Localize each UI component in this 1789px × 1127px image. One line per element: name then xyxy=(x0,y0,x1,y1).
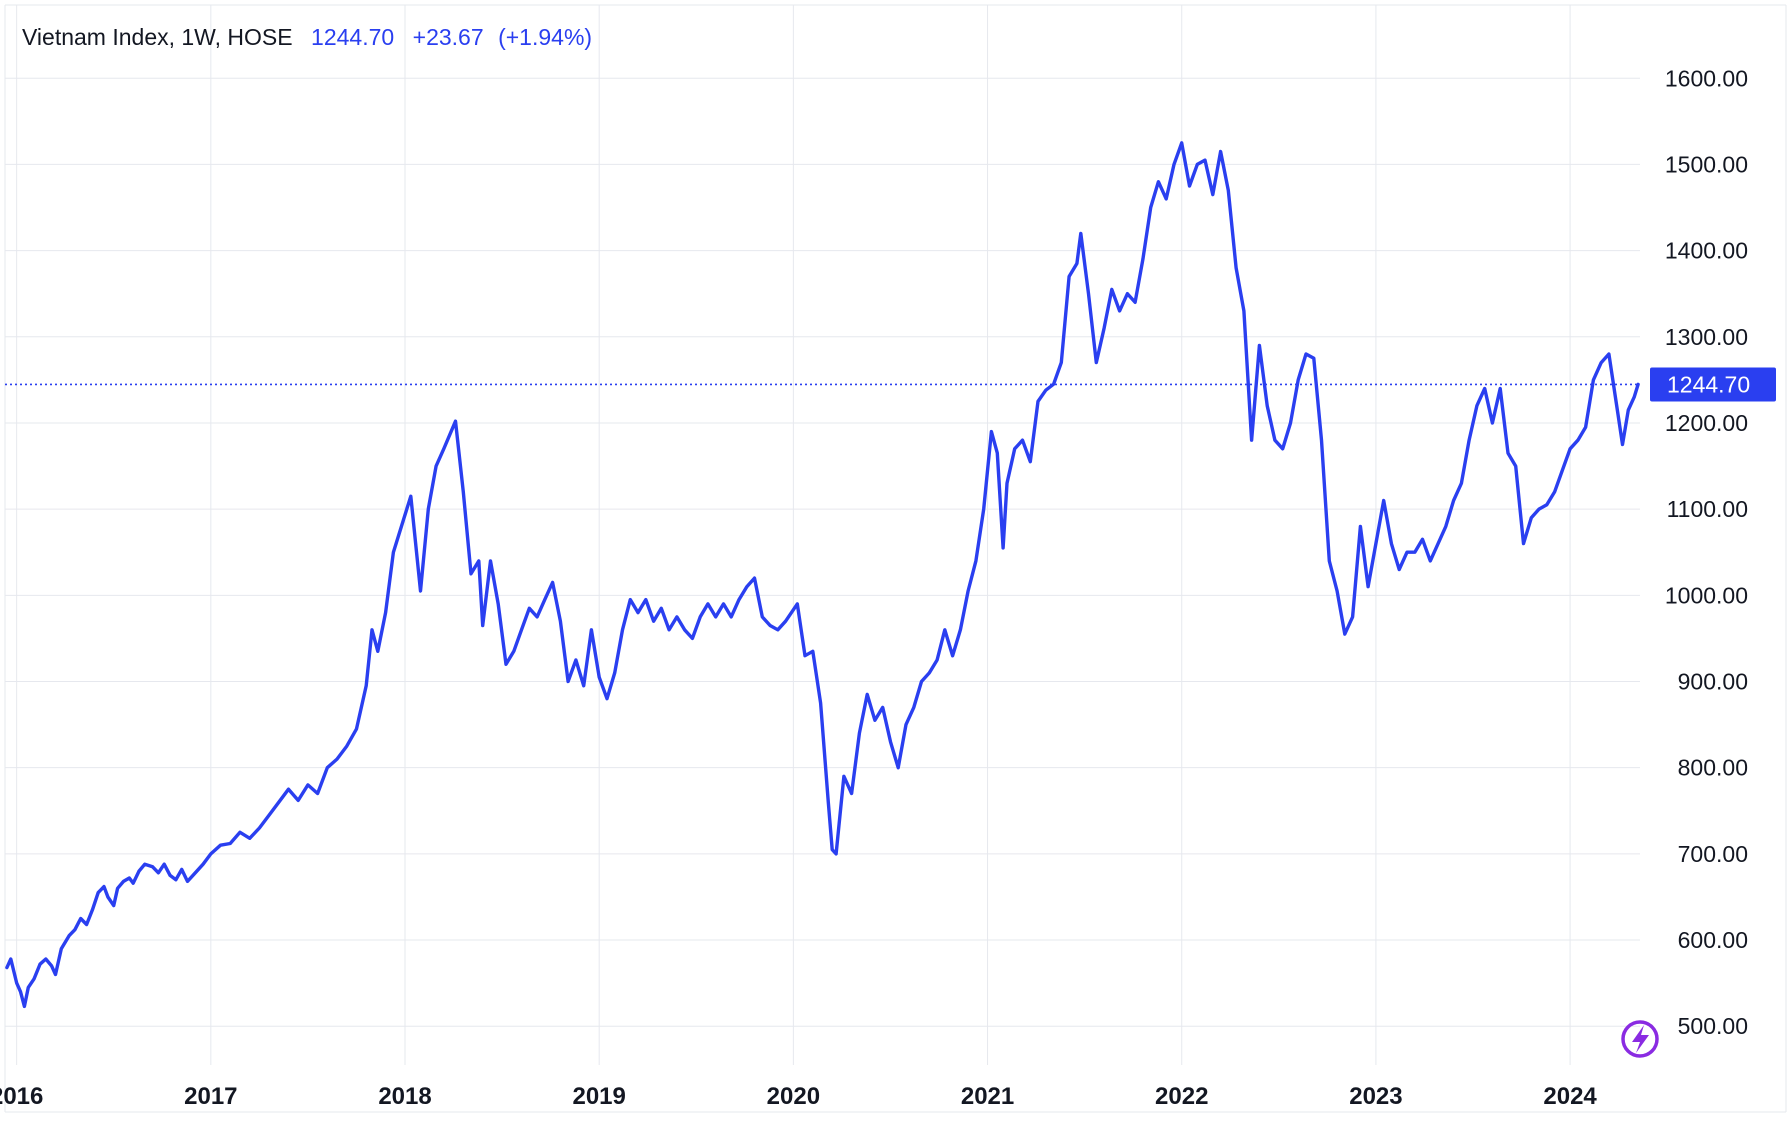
legend-change-percent: (+1.94%) xyxy=(498,24,592,50)
legend-line: Vietnam Index, 1W, HOSE 1244.70 +23.67 (… xyxy=(22,24,592,50)
x-tick-label: 2021 xyxy=(961,1083,1014,1110)
y-tick-label: 1000.00 xyxy=(1665,582,1748,608)
y-tick-label: 1600.00 xyxy=(1665,65,1748,91)
price-tag-background xyxy=(1650,367,1776,402)
x-tick-label: 2024 xyxy=(1543,1083,1597,1110)
x-tick-label: 2023 xyxy=(1349,1083,1402,1110)
x-tick-label: 2019 xyxy=(572,1083,625,1110)
legend-last-price: 1244.70 xyxy=(311,24,394,50)
x-tick-label: 2018 xyxy=(378,1083,431,1110)
y-tick-label: 700.00 xyxy=(1678,841,1748,867)
y-tick-label: 500.00 xyxy=(1678,1013,1748,1039)
legend-symbol: Vietnam Index, 1W, HOSE xyxy=(22,24,293,50)
y-tick-label: 900.00 xyxy=(1678,669,1748,695)
y-tick-label: 600.00 xyxy=(1678,927,1748,953)
series-line[interactable] xyxy=(5,141,1640,1009)
x-tick-label: 2022 xyxy=(1155,1083,1208,1110)
y-axis: 500.00 600.00 700.00 800.00 900.00 1000.00 110… xyxy=(1665,65,1748,1039)
y-tick-label: 1100.00 xyxy=(1667,496,1748,522)
x-tick-label: 2017 xyxy=(184,1083,237,1110)
x-axis: 2016 2017 2018 2019 2020 2021 2022 2023 2024 xyxy=(0,1083,1597,1110)
y-tick-label: 1200.00 xyxy=(1665,410,1748,436)
y-tick-label: 1400.00 xyxy=(1665,238,1748,264)
y-tick-label: 1500.00 xyxy=(1665,151,1748,177)
x-tick-label: 2016 xyxy=(0,1083,43,1110)
x-tick-label: 2020 xyxy=(767,1083,820,1110)
grid xyxy=(4,4,1787,1113)
y-tick-label: 800.00 xyxy=(1678,755,1748,781)
legend-change: +23.67 xyxy=(413,24,484,50)
price-tag: 1244.70 xyxy=(1650,367,1776,402)
lightning-bolt-icon[interactable] xyxy=(1621,1020,1659,1058)
legend: Vietnam Index, 1W, HOSE 1244.70 +23.67 (… xyxy=(22,24,592,50)
y-tick-label: 1300.00 xyxy=(1665,324,1748,350)
price-tag-label: 1244.70 xyxy=(1667,371,1750,397)
